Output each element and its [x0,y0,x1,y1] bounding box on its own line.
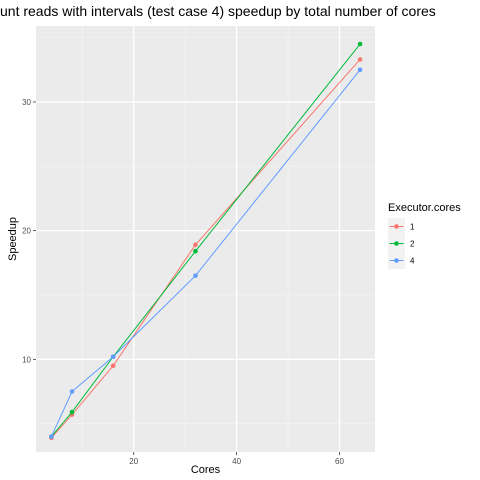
x-axis-ticks: 20 40 60 [129,452,345,466]
data-point [357,67,363,73]
x-tick-label: 40 [232,457,241,466]
y-axis-title: Speedup [7,217,19,261]
legend-key-point [394,258,399,263]
data-point [49,434,54,439]
legend-label: 4 [410,257,415,266]
legend: Executor.cores 1 2 4 [388,202,461,269]
legend-key-point [394,224,399,229]
chart-title: ount reads with intervals (test case 4) … [0,3,436,19]
x-tick-label: 60 [335,457,344,466]
data-point [193,242,198,248]
y-axis-ticks: 10 20 30 [22,98,36,364]
y-tick-label: 30 [22,98,31,107]
x-axis-title: Cores [191,464,221,476]
legend-label: 2 [410,240,415,249]
data-point [357,41,363,47]
minor-gridlines [36,26,375,452]
series-4 [49,67,363,439]
data-point [69,409,75,415]
legend-item-4: 4 [388,252,415,269]
data-point [193,273,198,278]
y-tick-label: 20 [22,227,31,236]
data-point [110,354,116,360]
major-gridlines [36,26,375,452]
data-point [357,57,363,62]
legend-label: 1 [410,223,415,232]
legend-item-1: 1 [388,218,415,235]
data-point [69,389,75,394]
data-point [110,363,116,369]
x-tick-label: 20 [129,457,138,466]
legend-items: 1 2 4 [388,218,415,269]
legend-title: Executor.cores [388,202,461,214]
series-layer [49,41,363,441]
y-tick-label: 10 [22,355,31,364]
legend-key-point [394,241,399,246]
data-point [193,248,198,254]
legend-item-2: 2 [388,235,415,252]
